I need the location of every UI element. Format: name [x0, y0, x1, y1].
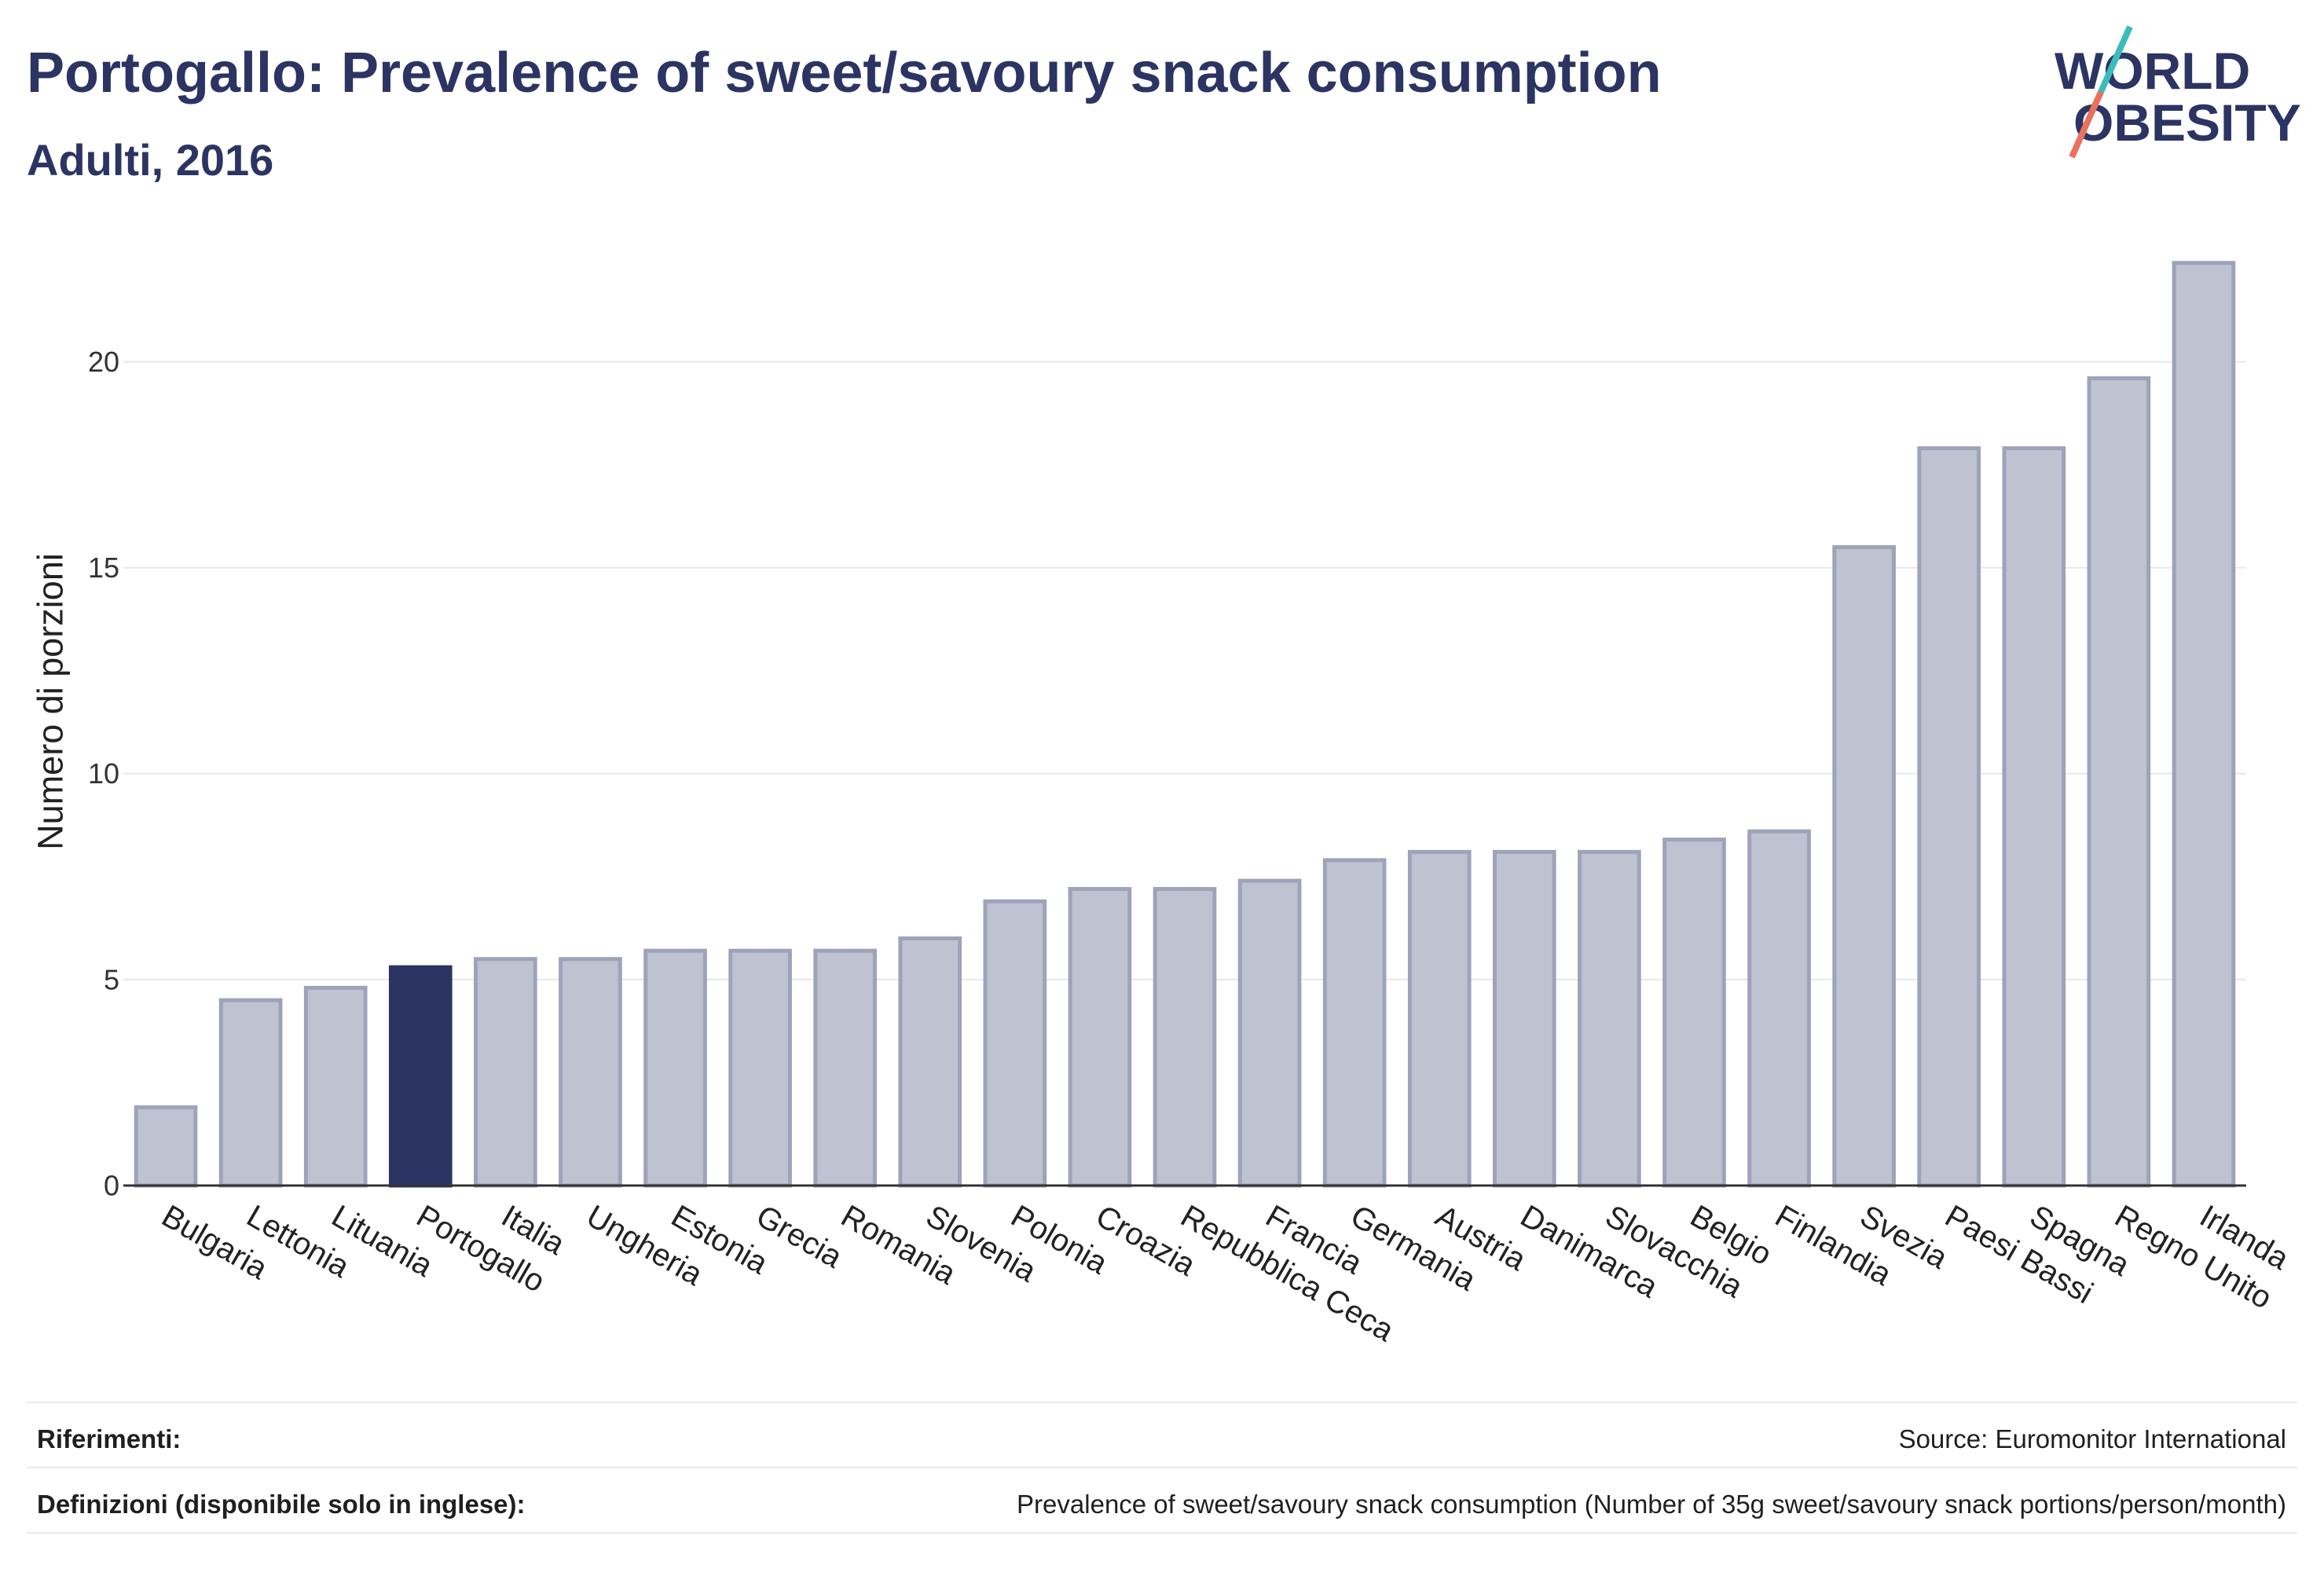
bar-italia — [474, 957, 537, 1188]
bar-ungheria — [559, 957, 622, 1188]
plot-area: 0 5 10 15 20 Numero di porzioni BulgariaLett… — [31, 261, 2295, 1349]
y-tick-label: 5 — [104, 963, 119, 995]
references-label: Riferimenti: — [37, 1424, 181, 1453]
x-tick-labels: BulgariaLettoniaLituaniaPortogalloItalia… — [156, 1199, 2295, 1349]
bar-bulgaria — [134, 1105, 198, 1188]
bar-paesi-bassi — [1917, 446, 1981, 1188]
logo-slash-coral — [2069, 90, 2104, 159]
bar-germania — [1322, 858, 1387, 1188]
definitions-value: Prevalence of sweet/savoury snack consum… — [1017, 1490, 2286, 1519]
bar-croazia — [1068, 887, 1132, 1188]
references-value: Source: Euromonitor International — [1899, 1424, 2286, 1453]
y-tick-label: 20 — [88, 346, 119, 378]
bar-svezia — [1832, 544, 1896, 1188]
world-obesity-logo: WORLD OBESITY — [2055, 25, 2301, 159]
bar-regno-unito — [2087, 376, 2151, 1188]
y-axis-label: Numero di porzioni — [31, 553, 71, 850]
bar-grecia — [728, 948, 792, 1188]
bar-francia — [1237, 878, 1302, 1188]
bar-spagna — [2002, 446, 2066, 1188]
bar-finlandia — [1747, 829, 1811, 1188]
bar-austria — [1407, 849, 1472, 1188]
bar-romania — [813, 948, 878, 1188]
bar-belgio — [1662, 837, 1726, 1188]
chart-title: Portogallo: Prevalence of sweet/savoury … — [27, 42, 1662, 104]
bar-polonia — [983, 899, 1047, 1188]
y-tick-label: 10 — [88, 757, 119, 790]
bar-slovacchia — [1578, 849, 1641, 1188]
y-tick-label: 15 — [88, 552, 119, 584]
footer: Riferimenti: Source: Euromonitor Interna… — [27, 1402, 2297, 1534]
logo-word-world: WORLD — [2055, 42, 2250, 100]
bar-estonia — [643, 948, 707, 1188]
bars — [134, 261, 2236, 1188]
y-tick-label: 0 — [104, 1170, 119, 1202]
y-tick-labels: 0 5 10 15 20 — [88, 346, 119, 1202]
bar-slovenia — [898, 936, 962, 1188]
bar-danimarca — [1492, 849, 1556, 1188]
bar-portogallo — [388, 965, 453, 1188]
bar-lituania — [303, 985, 368, 1188]
logo-slash-teal — [2098, 25, 2133, 93]
bar-lettonia — [218, 998, 283, 1188]
definitions-label: Definizioni (disponibile solo in inglese… — [37, 1490, 526, 1519]
bar-irlanda — [2172, 261, 2236, 1188]
bar-repubblica-ceca — [1153, 887, 1217, 1188]
chart-subtitle: Adulti, 2016 — [27, 135, 273, 185]
logo-word-obesity: OBESITY — [2073, 93, 2301, 152]
